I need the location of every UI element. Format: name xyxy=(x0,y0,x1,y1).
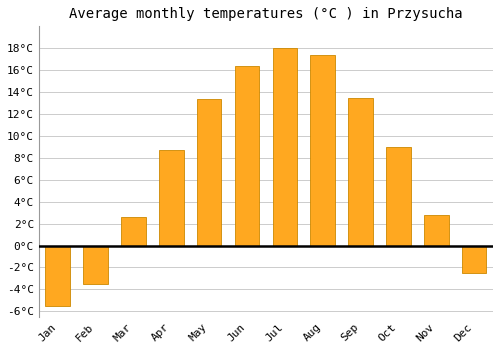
Bar xyxy=(197,99,222,246)
Bar xyxy=(272,48,297,246)
Bar xyxy=(46,246,70,306)
Bar xyxy=(462,246,486,273)
Title: Average monthly temperatures (°C ) in Przysucha: Average monthly temperatures (°C ) in Pr… xyxy=(69,7,462,21)
Bar xyxy=(84,246,108,284)
Bar xyxy=(159,150,184,246)
Bar xyxy=(348,98,373,246)
Bar xyxy=(386,147,410,246)
Bar xyxy=(310,55,335,246)
Bar xyxy=(424,215,448,246)
Bar xyxy=(121,217,146,246)
Bar xyxy=(234,66,260,246)
